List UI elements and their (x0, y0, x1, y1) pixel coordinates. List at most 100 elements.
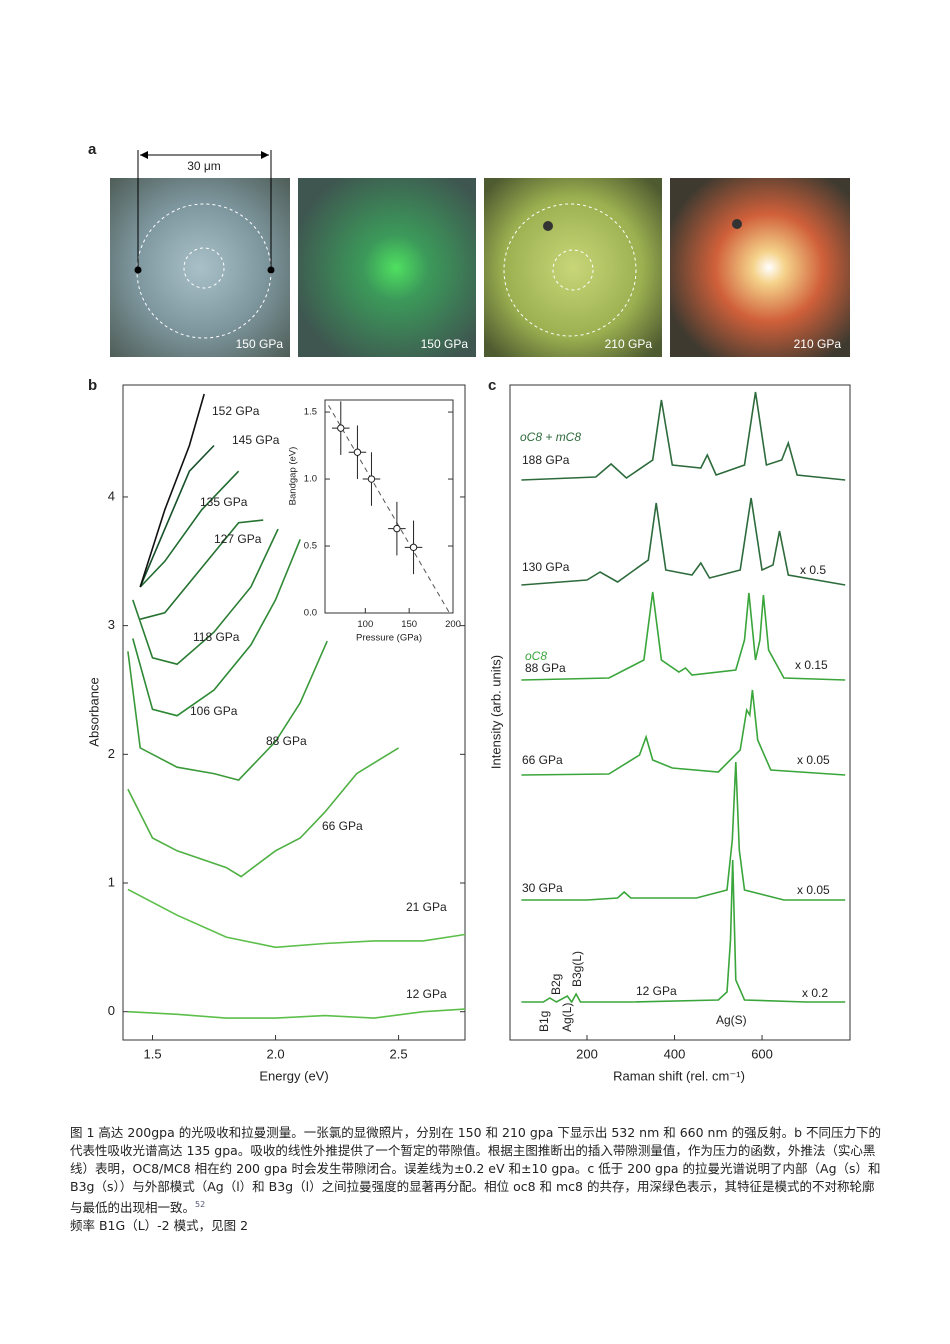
panel-label: b (88, 377, 97, 394)
y-axis-label: Intensity (arb. units) (488, 655, 503, 769)
series-label: 118 GPa (193, 630, 240, 644)
series-label: 127 GPa (214, 532, 262, 546)
panel-label: a (88, 141, 97, 158)
series-label: 106 GPa (190, 704, 238, 718)
annotation: x 0.05 (797, 753, 830, 767)
scale-label: 30 μm (187, 159, 221, 173)
x-tick-label: 200 (576, 1046, 598, 1061)
x-axis-label: Energy (eV) (259, 1068, 328, 1083)
series-label: 66 GPa (322, 819, 363, 833)
annotation: Ag(L) (560, 1003, 574, 1032)
spectrum (521, 859, 846, 1004)
spectrum (139, 393, 205, 588)
circle (503, 203, 637, 337)
photo-label: 150 GPa (236, 337, 284, 351)
caption: 图 1 高达 200gpa 的光吸收和拉曼测量。一张氯的显微照片，分别在 150… (70, 1124, 885, 1235)
y-axis-label: Bandgap (eV) (288, 447, 299, 506)
photo (298, 178, 476, 357)
annotation: B2g (549, 974, 563, 995)
series-label: 12 GPa (406, 987, 447, 1001)
photo-label: 210 GPa (794, 337, 842, 351)
data-point (337, 424, 345, 432)
plot-frame (324, 399, 454, 614)
annotation: x 0.15 (795, 658, 828, 672)
spectrum (139, 519, 264, 620)
x-tick-label: 100 (357, 619, 373, 630)
series-label: 12 GPa (636, 984, 677, 998)
data-point (353, 448, 362, 456)
photo (484, 178, 662, 357)
photos: 30 μm 150 GPa 150 GPa 210 GPa 210 GPa (110, 150, 850, 357)
spectrum (127, 888, 466, 949)
caption-note: 频率 B1G（L）-2 模式，见图 2 (70, 1218, 249, 1234)
x-tick-label: 150 (401, 619, 417, 630)
y-tick-label: 1.0 (304, 474, 317, 485)
annotation: B1g (537, 1011, 551, 1032)
x-tick-label: 400 (664, 1046, 686, 1061)
photo (670, 178, 850, 357)
annotation: x 0.05 (797, 883, 830, 897)
data-point (367, 475, 376, 483)
annotation: x 0.5 (800, 563, 826, 577)
x-tick-label: 200 (445, 619, 461, 630)
reference: 52 (195, 1200, 206, 1209)
circle (552, 249, 594, 291)
spectrum (139, 470, 240, 588)
caption-text: 图 1 高达 200gpa 的光吸收和拉曼测量。一张氯的显微照片，分别在 150… (70, 1125, 882, 1216)
plot-frame (122, 384, 466, 1041)
y-tick-label: 3 (108, 617, 115, 632)
y-tick-label: 4 (108, 488, 115, 503)
spectrum (132, 528, 279, 666)
spectrum (521, 391, 846, 481)
spectrum (127, 747, 400, 878)
spectrum (521, 689, 846, 776)
series-label: 135 GPa (200, 495, 248, 509)
y-tick-label: 0 (108, 1003, 115, 1018)
annotation: Ag(S) (716, 1013, 747, 1027)
series-label: 145 GPa (232, 433, 280, 447)
spectrum (132, 539, 301, 717)
y-tick-label: 1 (108, 874, 115, 889)
y-tick-label: 2 (108, 746, 115, 761)
series-label: 21 GPa (406, 900, 447, 914)
x-axis-label: Pressure (GPa) (356, 633, 422, 644)
y-axis-label: Absorbance (86, 677, 101, 746)
photo-label: 210 GPa (605, 337, 653, 351)
spectrum (139, 444, 215, 588)
x-tick-label: 600 (751, 1046, 773, 1061)
plot-frame (509, 384, 851, 1041)
x-tick-label: 2.5 (390, 1046, 408, 1061)
spot (543, 221, 553, 231)
panel-label: c (488, 377, 496, 394)
series-label: 188 GPa (522, 453, 570, 467)
series-label: 88 GPa (525, 661, 566, 675)
spectrum (521, 497, 846, 586)
figure: a b c 30 μm 150 GPa 150 GPa 210 GPa 210 … (86, 141, 851, 1083)
fit-line (328, 405, 450, 614)
series-label: 130 GPa (522, 560, 570, 574)
data-point (393, 524, 401, 533)
data-point (409, 543, 418, 552)
circle (183, 247, 225, 289)
x-tick-label: 1.5 (143, 1046, 161, 1061)
y-tick-label: 0.0 (304, 608, 317, 619)
series-label: 88 GPa (266, 734, 307, 748)
spectrum (521, 591, 846, 681)
x-tick-label: 2.0 (267, 1046, 285, 1061)
x-axis-label: Raman shift (rel. cm⁻¹) (613, 1068, 745, 1083)
annotation: oC8 (525, 649, 547, 663)
annotation: oC8 + mC8 (520, 430, 581, 444)
spectrum (521, 761, 846, 901)
series-label: 66 GPa (522, 753, 563, 767)
photo-label: 150 GPa (421, 337, 469, 351)
spectrum (127, 640, 328, 781)
annotation: B3g(L) (570, 951, 584, 987)
annotation: x 0.2 (802, 986, 828, 1000)
spectrum (127, 1008, 466, 1019)
y-tick-label: 1.5 (304, 407, 317, 418)
series-label: 30 GPa (522, 881, 563, 895)
y-tick-label: 0.5 (304, 541, 317, 552)
series-label: 152 GPa (212, 404, 260, 418)
spot (732, 219, 742, 229)
